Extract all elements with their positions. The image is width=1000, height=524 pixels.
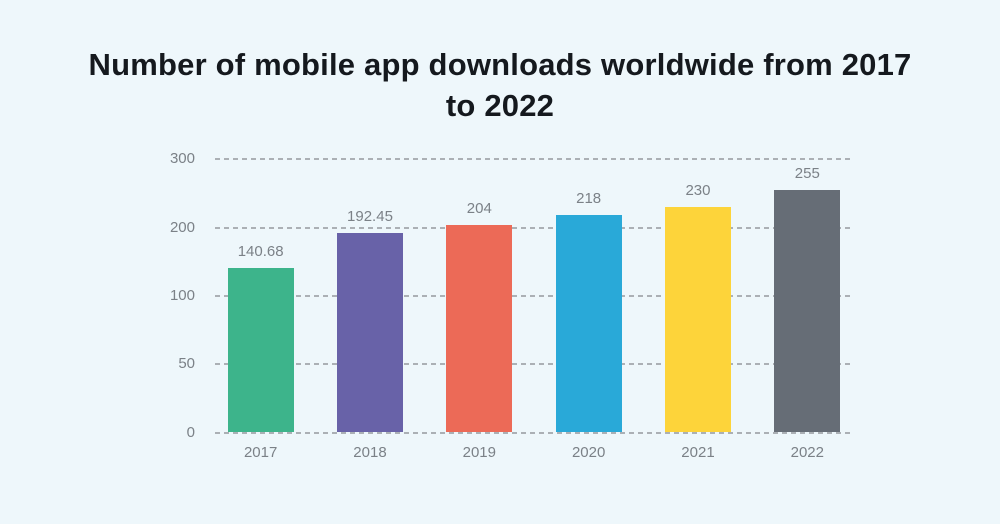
- gridline-300: [215, 158, 850, 161]
- bar-value-label-2022: 255: [752, 164, 863, 185]
- y-axis-tick-label-100: 100: [169, 286, 195, 304]
- chart-title: Number of mobile app downloads worldwide…: [88, 47, 912, 123]
- gridline-200: [215, 226, 850, 229]
- bar-value-label-2019: 204: [424, 198, 535, 219]
- y-axis-tick-label-200: 200: [169, 218, 195, 236]
- y-axis-tick-label-50: 50: [178, 355, 195, 373]
- x-axis-label-2020: 2020: [571, 444, 606, 461]
- x-axis-label-2018: 2018: [353, 444, 387, 461]
- bar-2018: [336, 232, 403, 433]
- y-axis-tick-label-0: 0: [186, 423, 195, 441]
- bar-2017: [227, 268, 294, 433]
- bar-2022: [774, 190, 841, 433]
- x-axis-label-2022: 2022: [790, 444, 824, 461]
- bar-2020: [555, 215, 622, 433]
- x-axis-label-2019: 2019: [462, 444, 496, 461]
- bar-value-label-2020: 218: [533, 189, 644, 210]
- bar-value-label-2021: 230: [642, 181, 753, 202]
- x-axis-label-2021: 2021: [681, 444, 715, 461]
- bar-value-label-2018: 192.45: [314, 206, 425, 227]
- y-axis-tick-label-300: 300: [169, 150, 195, 168]
- x-axis-label-2017: 2017: [243, 444, 278, 461]
- bar-value-label-2017: 140.68: [205, 242, 316, 263]
- bar-2019: [446, 224, 513, 433]
- gridline-0: [215, 431, 850, 434]
- bar-2021: [664, 207, 731, 433]
- gridline-50: [215, 363, 850, 366]
- gridline-100: [215, 294, 850, 297]
